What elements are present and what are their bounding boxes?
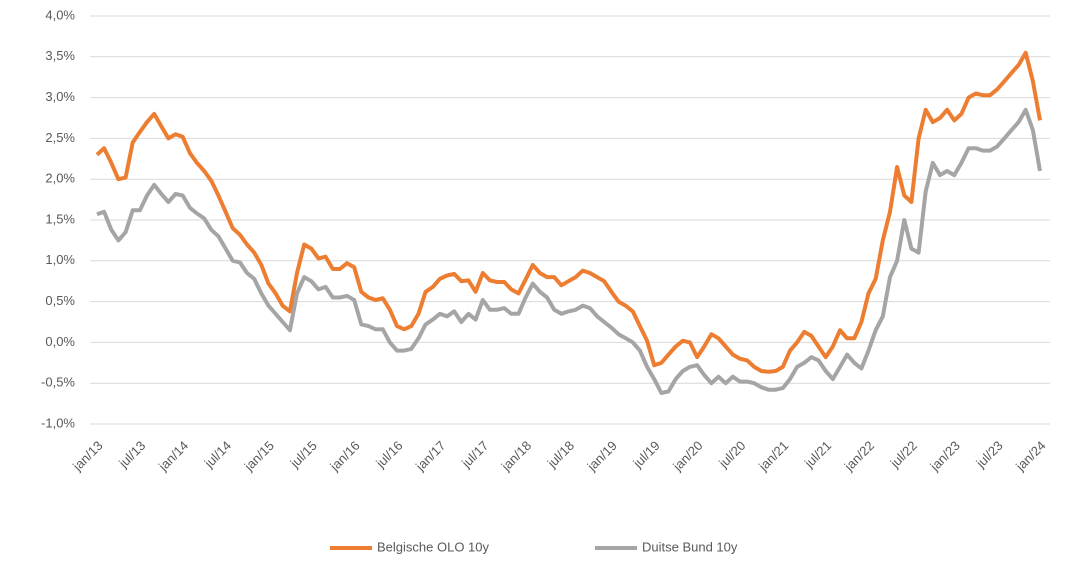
x-tick-label: jul/22 xyxy=(887,438,920,471)
x-tick-label: jan/13 xyxy=(69,438,105,474)
x-tick-label: jul/18 xyxy=(544,438,577,471)
y-tick-label: 1,0% xyxy=(45,252,75,267)
line-series xyxy=(96,107,1042,395)
y-tick-label: 0,0% xyxy=(45,334,75,349)
y-tick-label: 3,0% xyxy=(45,89,75,104)
legend-label: Belgische OLO 10y xyxy=(377,539,490,554)
x-tick-label: jan/14 xyxy=(155,438,191,474)
y-tick-label: 2,0% xyxy=(45,171,75,186)
y-tick-label: 3,5% xyxy=(45,48,75,63)
y-tick-label: 2,5% xyxy=(45,130,75,145)
x-tick-label: jan/17 xyxy=(412,438,448,474)
y-tick-label: 1,5% xyxy=(45,211,75,226)
x-tick-label: jul/21 xyxy=(801,438,834,471)
x-tick-label: jul/14 xyxy=(201,438,234,471)
x-tick-label: jan/24 xyxy=(1012,438,1048,474)
x-tick-label: jan/21 xyxy=(755,438,791,474)
legend-label: Duitse Bund 10y xyxy=(642,539,738,554)
line-series xyxy=(95,50,1042,374)
x-tick-label: jul/16 xyxy=(372,438,405,471)
y-tick-label: -0,5% xyxy=(41,375,75,390)
x-tick-label: jul/17 xyxy=(458,438,491,471)
x-tick-label: jan/22 xyxy=(841,438,877,474)
x-tick-label: jul/13 xyxy=(115,438,148,471)
y-tick-label: -1,0% xyxy=(41,415,75,430)
x-tick-label: jan/18 xyxy=(498,438,534,474)
x-tick-label: jul/19 xyxy=(629,438,662,471)
x-tick-label: jan/19 xyxy=(584,438,620,474)
x-tick-label: jul/15 xyxy=(287,438,320,471)
x-tick-label: jan/23 xyxy=(926,438,962,474)
y-tick-label: 4,0% xyxy=(45,7,75,22)
x-tick-label: jul/23 xyxy=(972,438,1005,471)
x-tick-label: jan/16 xyxy=(326,438,362,474)
x-tick-label: jan/20 xyxy=(669,438,705,474)
x-tick-label: jan/15 xyxy=(241,438,277,474)
x-tick-label: jul/20 xyxy=(715,438,748,471)
y-tick-label: 0,5% xyxy=(45,293,75,308)
